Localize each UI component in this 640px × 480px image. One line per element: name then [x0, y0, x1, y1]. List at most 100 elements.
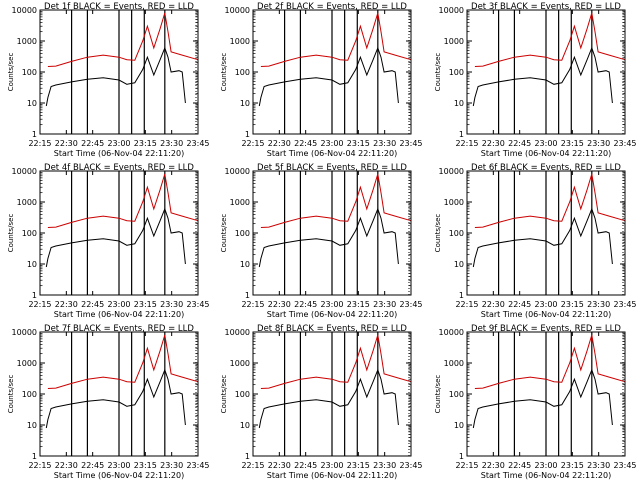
y-tick-label: 1000	[17, 198, 37, 207]
y-axis-label: Counts/sec	[220, 214, 228, 253]
x-tick-label: 23:45	[613, 300, 636, 309]
x-tick-label: 22:30	[482, 461, 505, 470]
y-tick-label: 10	[27, 421, 37, 430]
y-tick-label: 1	[32, 291, 37, 300]
x-tick-label: 23:15	[134, 139, 157, 148]
y-tick-label: 1	[245, 291, 250, 300]
y-tick-label: 1000	[230, 198, 250, 207]
plot-frame	[39, 170, 199, 296]
x-tick-label: 22:15	[455, 300, 478, 309]
x-tick-label: 22:45	[81, 300, 104, 309]
y-tick-label: 100	[22, 390, 37, 399]
y-tick-label: 10	[27, 260, 37, 269]
y-tick-label: 10	[240, 99, 250, 108]
x-tick-label: 23:15	[347, 461, 370, 470]
y-tick-label: 1	[32, 452, 37, 461]
x-tick-label: 22:15	[241, 139, 264, 148]
x-tick-label: 23:15	[134, 300, 157, 309]
y-tick-label: 100	[449, 68, 464, 77]
x-tick-label: 23:30	[160, 300, 183, 309]
y-tick-label: 10	[27, 99, 37, 108]
x-tick-label: 23:00	[320, 139, 343, 148]
y-tick-label: 1000	[230, 359, 250, 368]
y-axis-label: Counts/sec	[7, 214, 15, 253]
x-tick-label: 23:00	[534, 139, 557, 148]
y-axis-label: Counts/sec	[7, 375, 15, 414]
x-axis-label: Start Time (06-Nov-04 22:11:20)	[481, 149, 611, 158]
x-tick-label: 23:00	[320, 461, 343, 470]
y-tick-label: 100	[22, 68, 37, 77]
x-tick-label: 23:45	[186, 461, 209, 470]
y-axis-label: Counts/sec	[434, 53, 442, 92]
x-axis-label: Start Time (06-Nov-04 22:11:20)	[54, 310, 184, 319]
x-tick-label: 23:45	[186, 300, 209, 309]
x-tick-label: 23:00	[107, 461, 130, 470]
y-tick-label: 10	[454, 421, 464, 430]
x-tick-label: 23:15	[561, 300, 584, 309]
plot-frame	[466, 170, 626, 296]
y-tick-label: 100	[235, 229, 250, 238]
lld-series-line	[260, 334, 412, 389]
y-tick-label: 100	[449, 229, 464, 238]
y-tick-label: 100	[235, 390, 250, 399]
chart-title: Det 8f BLACK = Events, RED = LLD	[257, 324, 407, 334]
detector-panel: 22:15 22:30 22:45 23:00 23:15 23:30 23:45 1 10 10…	[434, 163, 637, 319]
plot-frame	[39, 9, 199, 135]
x-tick-label: 23:45	[613, 461, 636, 470]
y-tick-label: 10000	[225, 6, 250, 15]
x-tick-label: 23:30	[373, 461, 396, 470]
y-axis-label: Counts/sec	[434, 214, 442, 253]
x-axis-label: Start Time (06-Nov-04 22:11:20)	[54, 149, 184, 158]
plot-frame	[39, 331, 199, 457]
x-tick-label: 23:45	[399, 461, 422, 470]
detector-panel: 22:15 22:30 22:45 23:00 23:15 23:30 23:45 1 10 10…	[220, 163, 423, 319]
y-tick-label: 1	[459, 452, 464, 461]
y-tick-label: 10000	[439, 167, 464, 176]
chart-title: Det 6f BLACK = Events, RED = LLD	[471, 163, 621, 173]
chart-title: Det 9f BLACK = Events, RED = LLD	[471, 324, 621, 334]
x-tick-label: 23:15	[347, 300, 370, 309]
events-series-line	[472, 368, 613, 429]
x-tick-label: 22:45	[508, 300, 531, 309]
y-tick-label: 1	[459, 130, 464, 139]
plot-frame	[466, 9, 626, 135]
lld-series-line	[474, 12, 626, 67]
lld-series-line	[47, 12, 199, 67]
y-tick-label: 1	[32, 130, 37, 139]
x-tick-label: 23:00	[107, 139, 130, 148]
y-tick-label: 1000	[444, 359, 464, 368]
detector-panel: 22:15 22:30 22:45 23:00 23:15 23:30 23:45 1 10 10…	[7, 2, 210, 158]
y-tick-label: 10	[454, 99, 464, 108]
x-tick-label: 23:00	[107, 300, 130, 309]
y-axis-label: Counts/sec	[7, 53, 15, 92]
detector-panel: 22:15 22:30 22:45 23:00 23:15 23:30 23:45 1 10 10…	[220, 2, 423, 158]
events-series-line	[45, 368, 186, 429]
x-tick-label: 22:15	[241, 461, 264, 470]
y-axis-label: Counts/sec	[220, 375, 228, 414]
y-tick-label: 10000	[225, 328, 250, 337]
y-tick-label: 1000	[444, 37, 464, 46]
x-tick-label: 22:15	[241, 300, 264, 309]
x-tick-label: 22:15	[28, 300, 51, 309]
x-tick-label: 23:00	[534, 461, 557, 470]
y-tick-label: 1000	[17, 359, 37, 368]
x-tick-label: 22:30	[268, 300, 291, 309]
x-tick-label: 23:45	[399, 300, 422, 309]
chart-title: Det 4f BLACK = Events, RED = LLD	[44, 163, 194, 173]
y-tick-label: 1000	[444, 198, 464, 207]
y-tick-label: 1	[459, 291, 464, 300]
lld-series-line	[47, 334, 199, 389]
y-tick-label: 10	[240, 260, 250, 269]
chart-title: Det 5f BLACK = Events, RED = LLD	[257, 163, 407, 173]
x-tick-label: 23:45	[613, 139, 636, 148]
x-tick-label: 22:45	[508, 139, 531, 148]
y-axis-label: Counts/sec	[434, 375, 442, 414]
y-tick-label: 10000	[12, 6, 37, 15]
x-tick-label: 23:45	[186, 139, 209, 148]
x-tick-label: 23:15	[347, 139, 370, 148]
y-tick-label: 1000	[230, 37, 250, 46]
x-tick-label: 22:15	[28, 461, 51, 470]
y-tick-label: 100	[235, 68, 250, 77]
detector-panel: 22:15 22:30 22:45 23:00 23:15 23:30 23:45 1 10 10…	[220, 324, 423, 480]
